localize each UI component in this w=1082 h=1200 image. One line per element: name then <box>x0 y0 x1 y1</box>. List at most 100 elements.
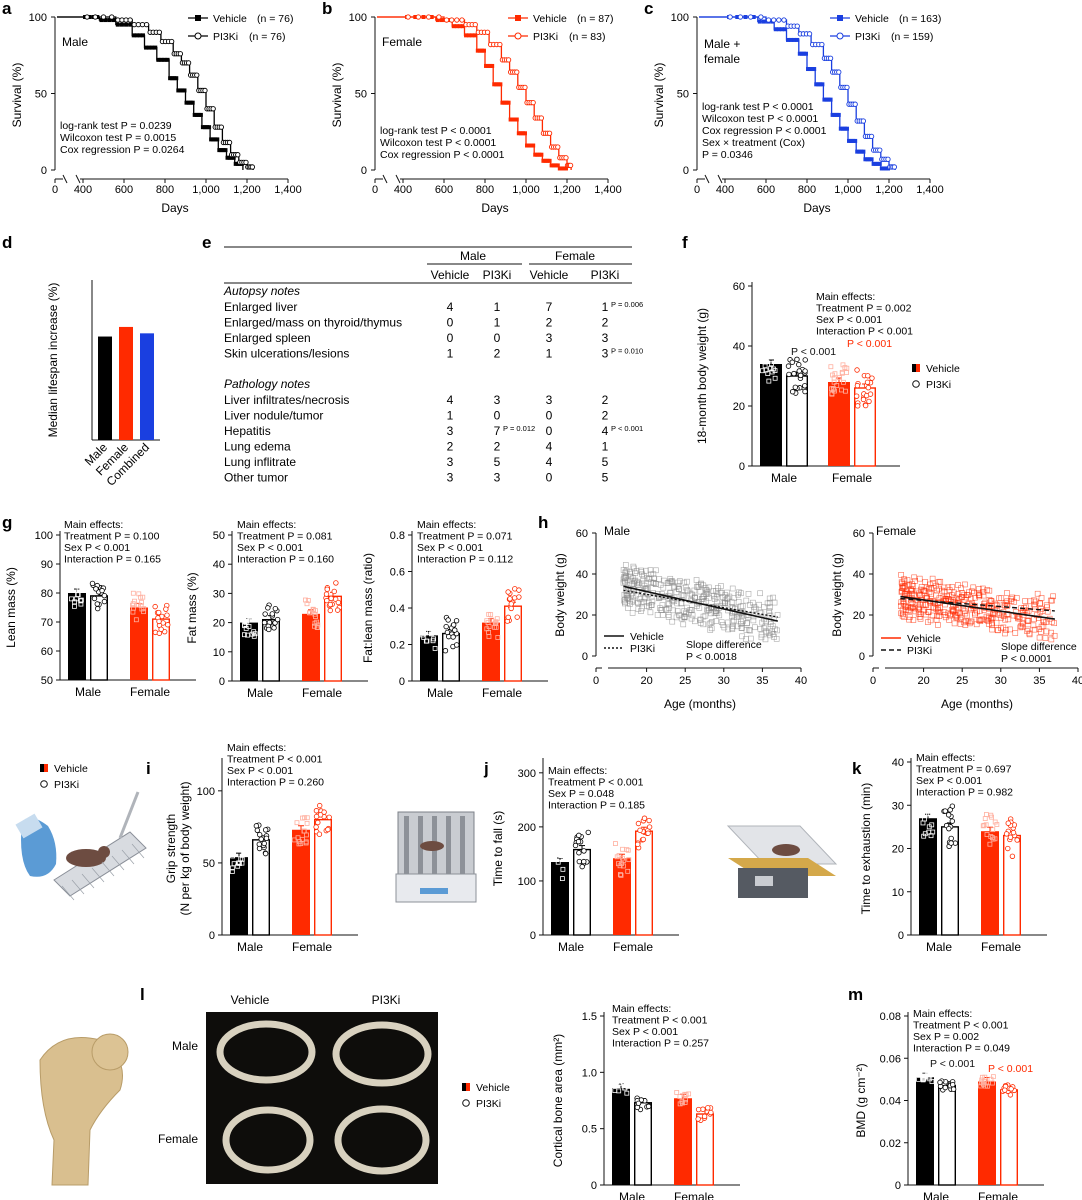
data-point <box>915 610 922 617</box>
data-point <box>738 590 744 597</box>
data-point-vehicle <box>614 854 620 860</box>
data-point <box>665 612 672 618</box>
data-point <box>629 610 636 616</box>
x-tick-label: Female <box>981 940 1021 954</box>
y-tick-label: 10 <box>213 647 225 659</box>
censor-mark-vehicle <box>522 131 527 136</box>
data-point-vehicle <box>766 345 772 351</box>
data-point <box>986 596 993 603</box>
cortical-bone-ring <box>334 1105 430 1175</box>
data-point <box>956 596 963 602</box>
data-point <box>649 598 656 605</box>
legend-marker-pi3ki <box>514 32 522 40</box>
censor-mark-vehicle <box>859 149 864 154</box>
bar-female-pi3ki <box>696 1113 715 1186</box>
censor-mark-vehicle <box>551 163 556 168</box>
censor-mark-vehicle <box>147 45 152 50</box>
y-tick-label: 0.06 <box>880 1053 901 1065</box>
data-point-pi3ki <box>507 596 513 602</box>
legend-label: Vehicle <box>907 633 941 645</box>
censor-mark-pi3ki <box>747 14 754 20</box>
table-cell: 4 <box>546 455 553 469</box>
data-point-vehicle <box>423 638 429 644</box>
data-point-pi3ki <box>452 627 458 633</box>
data-point-pi3ki <box>164 612 170 618</box>
censor-mark-vehicle <box>838 126 843 131</box>
censor-mark-vehicle <box>479 48 484 53</box>
data-point-vehicle <box>69 596 74 602</box>
data-point <box>681 614 688 621</box>
data-point-pi3ki <box>860 396 867 403</box>
data-point-vehicle <box>231 861 237 867</box>
table-cell: 1 <box>494 300 501 314</box>
stat-annotation: Treatment P = 0.100 <box>64 531 160 543</box>
x-tick-label: 800 <box>156 184 174 196</box>
data-point <box>673 589 680 595</box>
data-point <box>953 613 960 619</box>
data-point-vehicle <box>772 375 778 381</box>
data-point-pi3ki <box>321 809 327 815</box>
y-axis-label: Fat:lean mass (ratio) <box>361 553 375 663</box>
data-point-vehicle <box>243 845 249 851</box>
data-point-vehicle <box>431 636 437 642</box>
data-point-vehicle <box>429 631 434 637</box>
data-point-pi3ki <box>324 586 330 592</box>
censor-mark-vehicle <box>871 161 876 166</box>
data-point-vehicle <box>617 1081 623 1087</box>
data-point <box>657 581 664 588</box>
y-axis-label: Survival (%) <box>652 63 666 128</box>
data-point <box>1048 629 1054 636</box>
table-cell-pvalue: P = 0.010 <box>611 347 643 356</box>
data-point <box>906 616 912 623</box>
data-point-pi3ki <box>450 622 457 628</box>
chart-title: Male <box>604 524 630 538</box>
bar-male-pi3ki <box>634 1102 653 1186</box>
censor-mark-vehicle <box>808 67 813 72</box>
censor-mark-vehicle <box>869 157 874 162</box>
data-point <box>937 578 944 585</box>
data-point-vehicle <box>767 344 773 350</box>
x-axis-label: Age (months) <box>941 697 1013 711</box>
censor-mark-vehicle <box>883 166 888 171</box>
data-point <box>729 626 736 632</box>
censor-mark-pi3ki <box>484 29 491 35</box>
x-tick-label: Male <box>926 940 952 954</box>
censor-mark-pi3ki <box>505 57 512 63</box>
censor-mark-vehicle <box>190 100 195 105</box>
grip-grid-line <box>61 885 75 901</box>
censor-mark-pi3ki <box>844 84 850 91</box>
data-point-vehicle <box>561 844 566 849</box>
data-point-pi3ki <box>333 580 339 586</box>
axis-break <box>395 174 401 184</box>
y-tick-label: 100 <box>197 786 215 798</box>
data-point-pi3ki <box>262 827 269 833</box>
censor-mark-vehicle <box>563 166 568 171</box>
treadmill-panel <box>755 876 773 886</box>
data-point <box>1023 604 1029 611</box>
censor-mark-pi3ki <box>405 14 411 20</box>
data-point-pi3ki <box>313 824 319 830</box>
data-point-vehicle <box>313 608 318 614</box>
data-point <box>950 608 957 614</box>
censor-mark-vehicle <box>525 143 530 148</box>
x-tick-label: 400 <box>394 184 412 196</box>
data-point-vehicle <box>419 628 425 634</box>
data-point-pi3ki <box>575 838 582 845</box>
column-header: PI3Ki <box>591 268 620 282</box>
y-tick-label: 200 <box>518 822 536 834</box>
data-point <box>647 567 654 573</box>
data-point-vehicle <box>421 626 426 631</box>
censor-mark-vehicle <box>537 152 542 157</box>
data-point <box>757 626 764 632</box>
data-point-pi3ki <box>695 1116 701 1122</box>
data-point-vehicle <box>431 623 437 629</box>
censor-mark-vehicle <box>879 166 884 171</box>
grip-grid-line <box>121 849 135 865</box>
censor-mark-vehicle <box>514 117 519 122</box>
y-tick-label: 0.08 <box>880 1011 901 1023</box>
censor-mark-vehicle <box>757 19 762 24</box>
grip-grid-line <box>91 867 105 883</box>
legend-marker-vehicle <box>912 364 916 372</box>
y-tick-label: 20 <box>892 844 904 856</box>
